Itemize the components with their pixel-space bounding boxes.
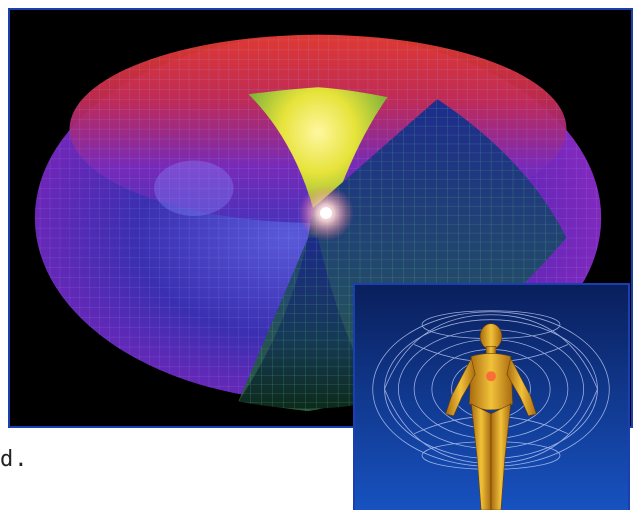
caption-fragment: d. bbox=[0, 447, 29, 472]
torus-image bbox=[8, 8, 633, 428]
human-torus-inset-image bbox=[353, 283, 630, 510]
